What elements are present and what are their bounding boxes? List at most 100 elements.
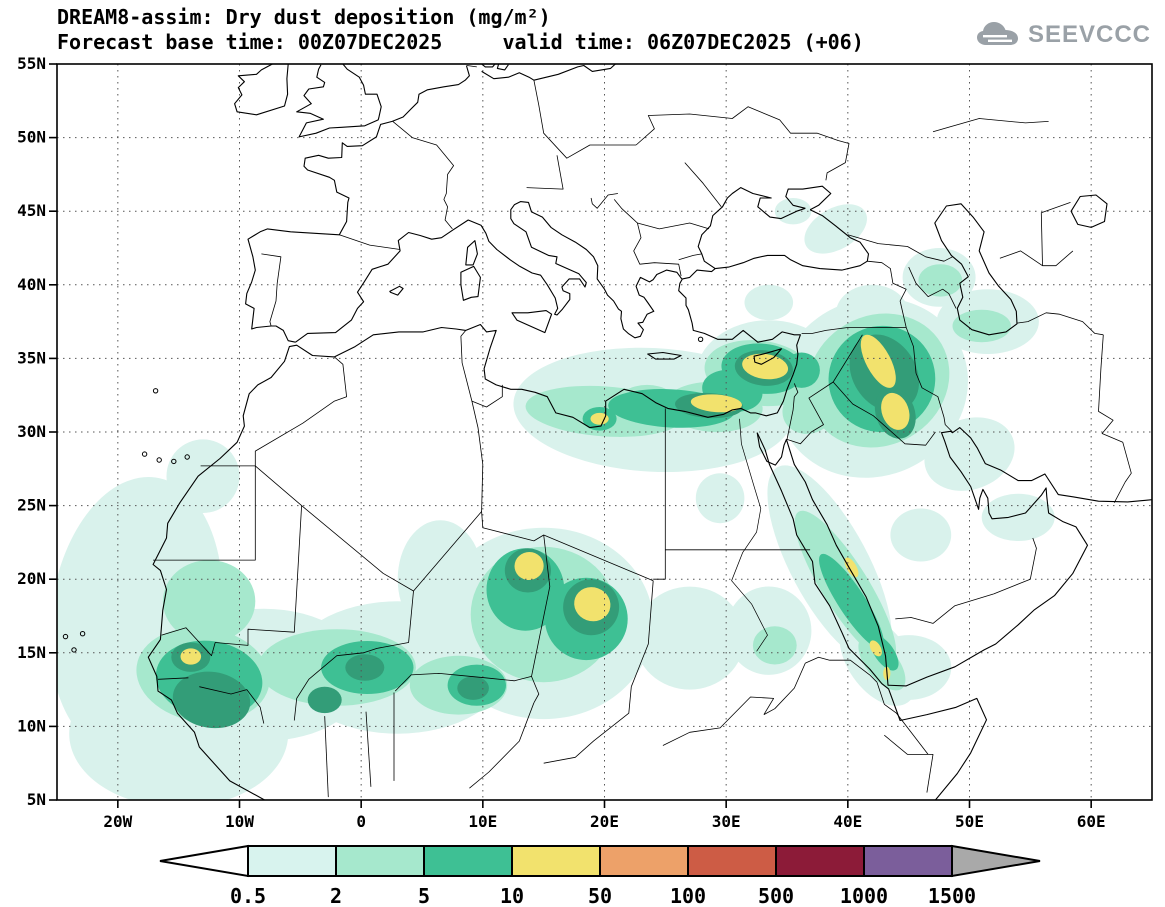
longitude-tick-label: 40E [833,812,862,831]
dust-area-level-2 [952,309,1011,343]
country-border-path [392,121,454,230]
coastline-path [481,64,496,68]
dust-area-level-5d [345,654,385,681]
latitude-tick-label: 25N [17,496,46,515]
small-island [184,454,190,460]
country-border-path [199,686,265,724]
dust-area-level-10 [574,587,611,622]
country-border-path [832,334,863,383]
coastline-path [295,201,683,343]
dust-area-level-5 [819,553,884,649]
latitude-tick-label: 5N [27,790,46,809]
country-border-path [999,250,1074,267]
country-border-path [394,673,540,703]
title-block: DREAM8-assim: Dry dust deposition (mg/m²… [57,5,864,55]
rivers [731,418,768,652]
coastline-path [296,64,382,138]
country-border-path [481,511,654,582]
chart-subtitle: Forecast base time: 00Z07DEC2025 valid t… [57,30,864,54]
dust-area-level-10 [590,412,609,425]
colorbar-segment [775,845,865,877]
dust-area-level-10 [742,353,789,380]
colorbar-scale: 0.5 2 5 10 50 100 500 1000 1500 [159,844,1041,907]
dust-area-level-5d [457,676,489,700]
latitude-tick-label: 35N [17,348,46,367]
country-border-path [786,383,799,440]
dust-area-level-5 [783,352,820,388]
colorbar-level-label: 50 [588,884,612,907]
longitude-tick-label: 20W [103,812,132,831]
colorbar-left-arrow [159,844,249,878]
latitude-tick-label: 15N [17,643,46,662]
country-border-path [613,199,638,224]
longitude-labels: 20W 10W 0 10E 20E 30E 40E 50E 60E [103,812,1105,831]
coastline-path [697,187,806,270]
country-border-path [635,106,850,181]
dust-area-level-10 [514,551,544,581]
country-border-path [763,662,806,715]
coastline-path [245,65,470,343]
country-border-path [908,266,957,309]
latitude-labels: 5N 10N 15N 20N 25N 30N 35N 40N 45N 50N 55N [17,54,46,809]
island-outline [389,285,404,296]
country-border-path [531,534,551,677]
colorbar-segment [599,845,689,877]
country-border-path [895,593,994,624]
country-border-path [293,590,414,721]
country-border-path [653,408,666,580]
country-border-path [1016,312,1104,336]
longitude-tick-label: 30E [712,812,741,831]
dust-area-level-10 [869,640,882,657]
island-outline [647,351,682,360]
colorbar-segment [863,845,953,877]
country-border-path [805,656,878,683]
country-border-path [153,465,256,561]
country-border-path [678,253,702,261]
island-outline [1070,194,1108,228]
country-border-path [466,65,477,68]
coastline-path [756,427,1152,687]
longitude-tick-label: 10E [468,812,497,831]
country-border-path [543,686,632,764]
coastlines [62,64,1152,800]
country-border-path [200,356,347,467]
island-outline [511,310,553,334]
small-island [171,458,177,465]
country-border-path [471,384,503,408]
dust-area-level-0.5 [695,473,745,524]
colorbar-level-label: 10 [500,884,524,907]
longitude-tick-label: 20E [590,812,619,831]
colorbar-right-arrow [951,844,1041,878]
colorbar-segment [511,845,601,877]
dust-area-level-0.5 [981,493,1055,541]
coastline-path [496,64,509,71]
country-border-path [801,327,907,334]
dust-area-level-10 [690,394,742,413]
country-border-path [339,234,401,250]
country-border-path [993,537,1037,595]
chart-title: DREAM8-assim: Dry dust deposition (mg/m²… [57,5,551,29]
colorbar-level-label: 1000 [840,884,888,907]
small-island [152,388,159,394]
colorbar-segment [335,845,425,877]
country-border-path [876,682,929,755]
latitude-tick-label: 45N [17,201,46,220]
latitude-tick-label: 20N [17,569,46,588]
dust-area-level-10 [180,648,202,665]
country-border-path [469,702,535,789]
longitude-tick-label: 50E [955,812,984,831]
island-outline [753,348,783,365]
colorbar-level-label: 2 [330,884,342,907]
colorbar-segment [687,845,777,877]
country-border-path [261,253,282,327]
longitude-tick-label: 0 [356,812,366,831]
latitude-tick-label: 10N [17,716,46,735]
country-border-path [847,234,953,262]
colorbar-level-label: 1500 [928,884,976,907]
country-border-path [161,465,302,657]
country-border-path [324,716,329,798]
small-island [71,647,77,653]
colorbar-level-label: 0.5 [230,884,266,907]
